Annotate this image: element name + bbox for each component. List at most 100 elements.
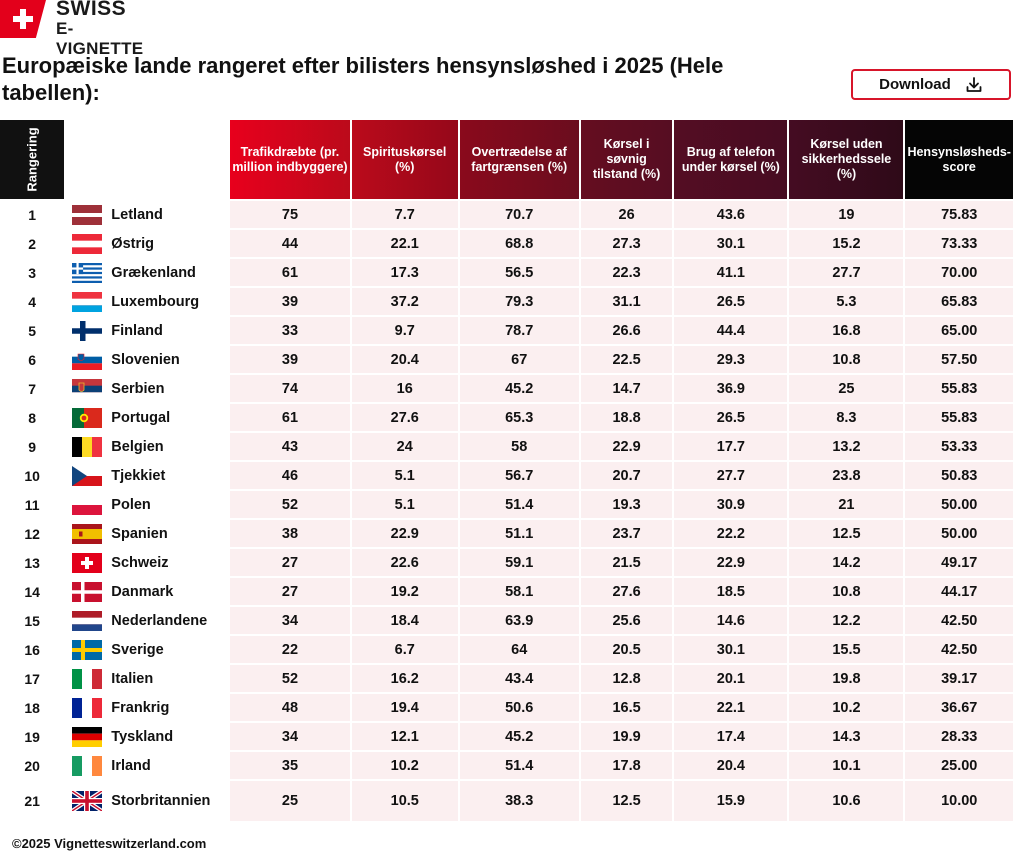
speeding-cell: 65.3 [459, 404, 579, 431]
traffic-deaths-cell: 34 [229, 723, 350, 750]
header-phone-use: Brug af telefon under kørsel (%) [674, 120, 788, 199]
drunk-driving-cell: 20.4 [351, 346, 458, 373]
rank-cell: 1 [0, 201, 65, 228]
phone-use-cell: 29.3 [674, 346, 788, 373]
czechia-flag-icon [72, 465, 103, 486]
speeding-cell: 78.7 [459, 317, 579, 344]
table-row: 8 Portugal 61 27.6 65.3 18.8 26.5 8.3 55.83 [0, 404, 1013, 431]
traffic-deaths-cell: 22 [229, 636, 350, 663]
speeding-cell: 51.1 [459, 520, 579, 547]
country-name: Italien [111, 670, 154, 687]
country-name: Storbritannien [111, 793, 211, 809]
drunk-driving-cell: 6.7 [351, 636, 458, 663]
rank-cell: 2 [0, 230, 65, 257]
rank-cell: 18 [0, 694, 65, 721]
traffic-deaths-cell: 61 [229, 404, 350, 431]
rank-cell: 9 [0, 433, 65, 460]
no-seatbelt-cell: 10.1 [789, 752, 904, 779]
traffic-deaths-cell: 43 [229, 433, 350, 460]
drunk-driving-cell: 5.1 [351, 491, 458, 518]
traffic-deaths-cell: 44 [229, 230, 350, 257]
score-cell: 65.00 [905, 317, 1013, 344]
rank-cell: 3 [0, 259, 65, 286]
table-row: 16 Sverige 22 6.7 64 20.5 30.1 15.5 42.50 [0, 636, 1013, 663]
header-no-seatbelt: Kørsel uden sikkerhedssele (%) [789, 120, 904, 199]
table-row: 17 Italien 52 16.2 43.4 12.8 20.1 19.8 39.17 [0, 665, 1013, 692]
traffic-deaths-cell: 38 [229, 520, 350, 547]
download-button[interactable]: Download [851, 69, 1011, 100]
table-row: 21 Storbritannien 25 10.5 38.3 12.5 15.9 10.6 10… [0, 781, 1013, 821]
country-cell: Irland [66, 752, 228, 779]
traffic-deaths-cell: 39 [229, 288, 350, 315]
country-cell: Letland [66, 201, 228, 228]
header-traffic-deaths: Trafikdræbte (pr. million indbyggere) [229, 120, 350, 199]
table-row: 19 Tyskland 34 12.1 45.2 19.9 17.4 14.3 28.33 [0, 723, 1013, 750]
no-seatbelt-cell: 23.8 [789, 462, 904, 489]
rank-cell: 15 [0, 607, 65, 634]
drowsy-driving-cell: 20.5 [580, 636, 673, 663]
country-cell: Danmark [66, 578, 228, 605]
no-seatbelt-cell: 21 [789, 491, 904, 518]
luxembourg-flag-icon [72, 291, 103, 312]
country-name: Schweiz [111, 554, 169, 571]
rank-cell: 20 [0, 752, 65, 779]
no-seatbelt-cell: 15.5 [789, 636, 904, 663]
table-header-row: Rangering Land Trafikdræbte (pr. million… [0, 120, 1013, 199]
drunk-driving-cell: 7.7 [351, 201, 458, 228]
drowsy-driving-cell: 19.9 [580, 723, 673, 750]
phone-use-cell: 14.6 [674, 607, 788, 634]
speeding-cell: 58 [459, 433, 579, 460]
france-flag-icon [72, 697, 103, 718]
country-cell: Finland [66, 317, 228, 344]
score-cell: 28.33 [905, 723, 1013, 750]
score-cell: 75.83 [905, 201, 1013, 228]
drowsy-driving-cell: 12.8 [580, 665, 673, 692]
belgium-flag-icon [72, 436, 103, 457]
traffic-deaths-cell: 61 [229, 259, 350, 286]
phone-use-cell: 26.5 [674, 404, 788, 431]
table-row: 20 Irland 35 10.2 51.4 17.8 20.4 10.1 25.00 [0, 752, 1013, 779]
drunk-driving-cell: 16.2 [351, 665, 458, 692]
drowsy-driving-cell: 31.1 [580, 288, 673, 315]
drowsy-driving-cell: 27.3 [580, 230, 673, 257]
speeding-cell: 64 [459, 636, 579, 663]
table-row: 13 Schweiz 27 22.6 59.1 21.5 22.9 14.2 49.17 [0, 549, 1013, 576]
drunk-driving-cell: 24 [351, 433, 458, 460]
no-seatbelt-cell: 8.3 [789, 404, 904, 431]
phone-use-cell: 27.7 [674, 462, 788, 489]
country-name: Sverige [111, 641, 164, 658]
drunk-driving-cell: 27.6 [351, 404, 458, 431]
phone-use-cell: 43.6 [674, 201, 788, 228]
serbia-flag-icon [72, 378, 103, 399]
logo-line2: E-VIGNETTE [56, 19, 144, 58]
page-title: Europæiske lande rangeret efter bilister… [2, 53, 724, 105]
rank-cell: 17 [0, 665, 65, 692]
drunk-driving-cell: 10.5 [351, 781, 458, 821]
table-row: 6 Slovenien 39 20.4 67 22.5 29.3 10.8 57.50 [0, 346, 1013, 373]
drunk-driving-cell: 18.4 [351, 607, 458, 634]
country-cell: Grækenland [66, 259, 228, 286]
traffic-deaths-cell: 27 [229, 578, 350, 605]
header-rank: Rangering [0, 120, 65, 199]
drowsy-driving-cell: 22.5 [580, 346, 673, 373]
rank-cell: 8 [0, 404, 65, 431]
score-cell: 42.50 [905, 636, 1013, 663]
table-row: 5 Finland 33 9.7 78.7 26.6 44.4 16.8 65.00 [0, 317, 1013, 344]
traffic-deaths-cell: 48 [229, 694, 350, 721]
traffic-deaths-cell: 33 [229, 317, 350, 344]
no-seatbelt-cell: 25 [789, 375, 904, 402]
speeding-cell: 70.7 [459, 201, 579, 228]
score-cell: 53.33 [905, 433, 1013, 460]
drowsy-driving-cell: 25.6 [580, 607, 673, 634]
phone-use-cell: 36.9 [674, 375, 788, 402]
drunk-driving-cell: 17.3 [351, 259, 458, 286]
table-row: 2 Østrig 44 22.1 68.8 27.3 30.1 15.2 73.33 [0, 230, 1013, 257]
united-kingdom-flag-icon [72, 791, 103, 811]
drunk-driving-cell: 10.2 [351, 752, 458, 779]
country-cell: Østrig [66, 230, 228, 257]
sweden-flag-icon [72, 639, 103, 660]
table-row: 4 Luxembourg 39 37.2 79.3 31.1 26.5 5.3 65.83 [0, 288, 1013, 315]
logo-line1: SWISS [56, 0, 127, 20]
phone-use-cell: 30.1 [674, 636, 788, 663]
no-seatbelt-cell: 10.8 [789, 578, 904, 605]
